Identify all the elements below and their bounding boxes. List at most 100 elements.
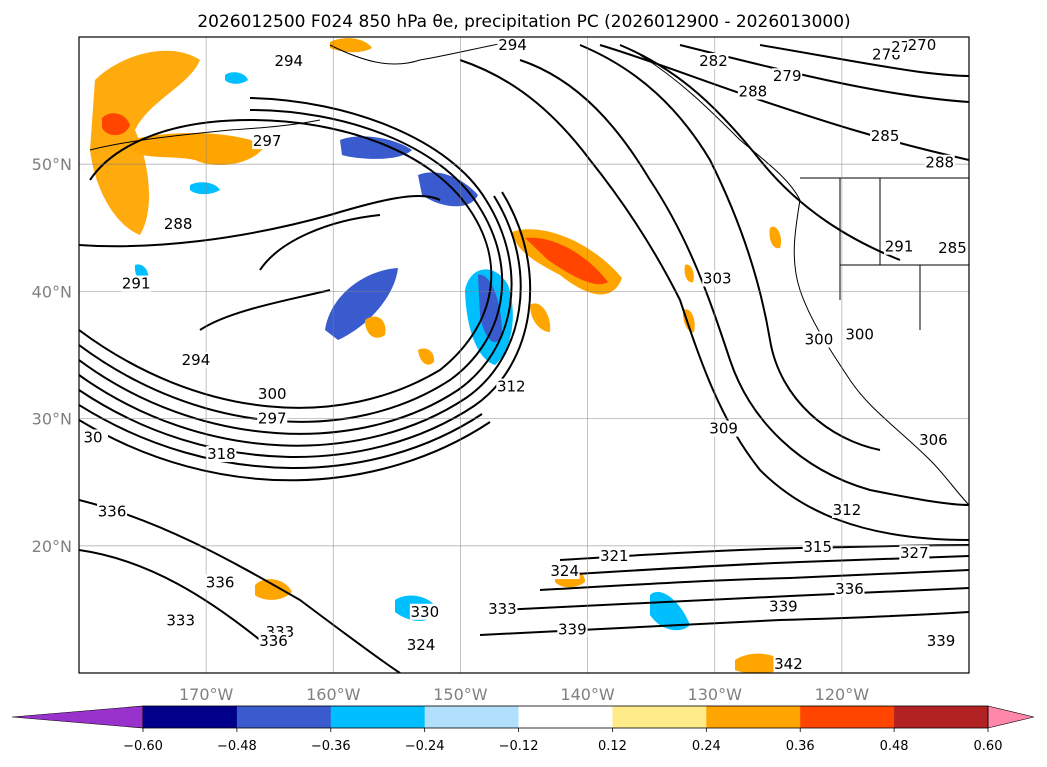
contour-label: 294	[497, 36, 528, 54]
contour-label: 330	[409, 603, 440, 621]
contour-label-text: 339	[927, 632, 956, 650]
contour-label-bg	[924, 154, 955, 171]
contour-label: 288	[163, 215, 194, 233]
colorbar-tick-label: 0.12	[598, 739, 627, 754]
contour-label: 30	[78, 428, 108, 446]
y-tick-labels: 50°N 40°N 30°N 20°N	[32, 155, 72, 556]
contour-line	[79, 195, 522, 447]
contour-label: 303	[702, 269, 733, 287]
contour-label-bg	[802, 538, 833, 555]
contour-line	[579, 44, 881, 451]
colorbar-segment	[236, 706, 332, 728]
colorbar-segment	[894, 706, 989, 728]
contour-label-text: 336	[98, 502, 127, 520]
contour-label-bg	[409, 603, 440, 620]
x-tick-label: 130°W	[688, 685, 743, 704]
contour-label: 294	[180, 351, 211, 369]
contour-label-bg	[702, 270, 733, 287]
contour-label-text: 330	[411, 603, 440, 621]
contour-label: 294	[273, 52, 304, 70]
map-frame	[78, 36, 970, 674]
y-tick-label: 40°N	[32, 282, 72, 301]
contour-line	[79, 191, 532, 458]
contour-label-bg	[599, 547, 630, 564]
contour-label-text: 327	[900, 544, 929, 562]
contour-label-text: 336	[206, 574, 235, 592]
contour-label: 312	[831, 501, 862, 519]
precip-blob-positive	[769, 226, 782, 249]
contour-label-text: 309	[709, 420, 738, 438]
contour-label: 324	[549, 562, 580, 580]
colorbar-segment	[518, 706, 613, 728]
coastline-aleutians	[89, 119, 321, 151]
colorbar-segment	[800, 706, 895, 728]
precip-blob-positive	[255, 579, 292, 600]
contour-line	[79, 109, 504, 423]
contour-label-bg	[884, 238, 915, 255]
contour-label-text: 312	[497, 378, 526, 396]
contour-label-bg	[180, 351, 211, 368]
precip-blob-positive	[130, 133, 265, 165]
contour-label-bg	[698, 52, 729, 69]
contour-label: 297	[257, 409, 288, 427]
contour-label-text: 294	[182, 351, 211, 369]
contour-label-text: 321	[600, 547, 629, 565]
contour-label: 339	[768, 598, 799, 616]
y-tick-label: 50°N	[32, 155, 72, 174]
contour-line	[259, 214, 381, 271]
map-panel: 294 297 288 291 294 300 297 318 30 336 336 333 333 33…	[32, 36, 970, 704]
colorbar-segment	[706, 706, 801, 728]
contour-label-text: 300	[845, 325, 874, 343]
contour-label: 300	[803, 331, 834, 349]
contour-label: 288	[924, 154, 955, 172]
contour-label-text: 333	[488, 600, 517, 618]
contour-label-bg	[773, 655, 804, 672]
contour-label: 336	[834, 580, 865, 598]
contour-label-bg	[496, 378, 527, 395]
precip-blob-positive	[330, 38, 372, 53]
x-tick-label: 170°W	[179, 685, 234, 704]
contour-label: 306	[918, 431, 949, 449]
contour-label-bg	[258, 633, 289, 650]
contour-label-bg	[406, 636, 437, 653]
contour-label-text: 291	[885, 238, 914, 256]
contour-line	[679, 44, 969, 103]
contour-label: 300	[257, 385, 288, 403]
contour-label-text: 288	[739, 83, 768, 101]
colorbar-tick-label: 0.60	[974, 739, 1003, 754]
colorbar-tick-label: 0.48	[880, 739, 909, 754]
contour-line	[199, 289, 331, 331]
y-tick-label: 20°N	[32, 537, 72, 556]
contour-line	[519, 59, 969, 506]
colorbar-tick-label: −0.60	[123, 739, 163, 754]
contour-label-text: 294	[498, 36, 527, 54]
contour-label-bg	[487, 601, 518, 618]
contour-label: 279	[772, 67, 803, 85]
contour-label-text: 297	[258, 409, 287, 427]
contour-label-text: 336	[259, 632, 288, 650]
colorbar-tick-label: 0.24	[692, 739, 721, 754]
contour-line	[499, 587, 969, 611]
chart-title: 2026012500 F024 850 hPa θe, precipitatio…	[197, 12, 850, 32]
y-tick-label: 30°N	[32, 410, 72, 429]
contour-label-text: 306	[919, 431, 948, 449]
contour-label-text: 297	[253, 132, 282, 150]
coastline-british-columbia	[639, 54, 801, 201]
precip-blob-negative	[340, 136, 412, 159]
contour-line	[539, 569, 969, 591]
contour-label: 282	[698, 52, 729, 70]
contour-label: 336	[258, 632, 289, 650]
colorbar-segment	[143, 706, 238, 728]
contour-label: 339	[557, 621, 588, 639]
contour-line	[79, 419, 491, 482]
contour-line	[79, 549, 261, 641]
contour-label: 327	[899, 544, 930, 562]
contour-label-text: 336	[835, 580, 864, 598]
colorbar-extend-high	[987, 705, 1035, 729]
contour-line	[79, 118, 493, 409]
precip-blob-negative	[325, 268, 398, 340]
contour-label: 339	[926, 632, 957, 650]
contour-label-bg	[121, 275, 152, 292]
contour-line	[79, 404, 483, 469]
